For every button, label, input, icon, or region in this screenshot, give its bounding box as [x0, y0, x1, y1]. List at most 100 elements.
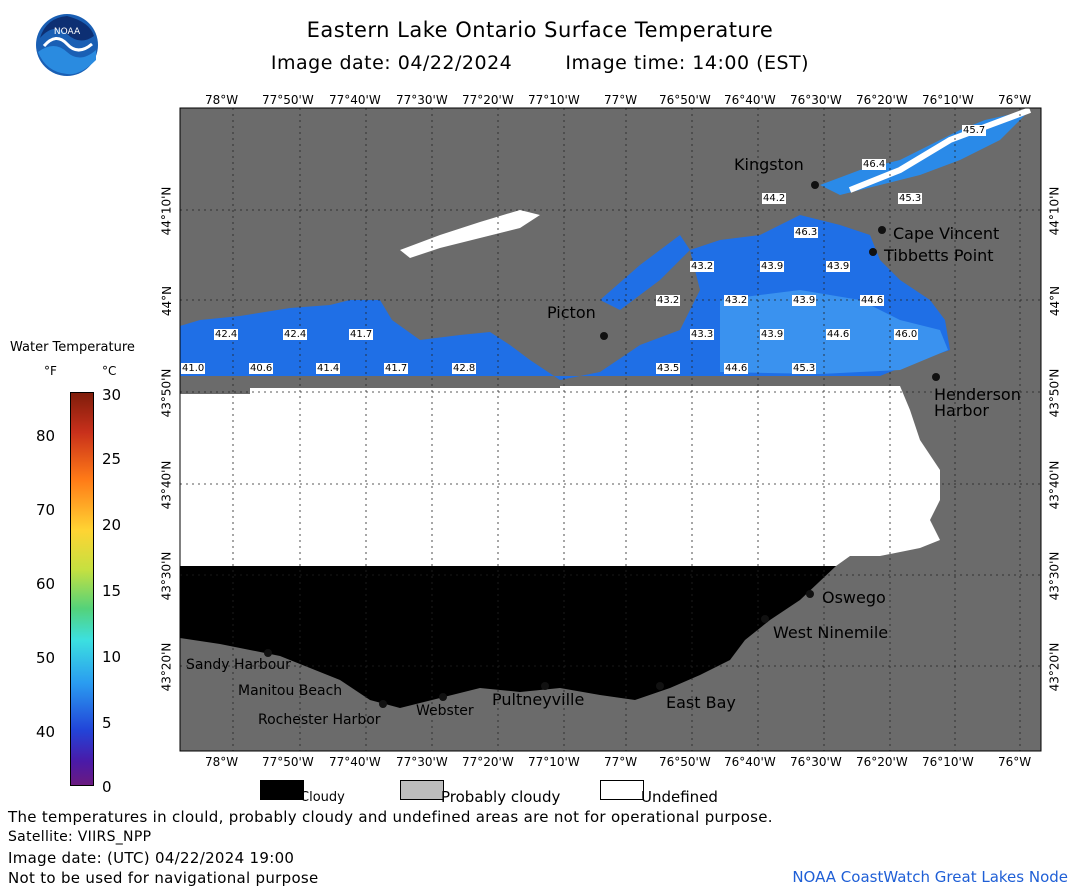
logo-text: NOAA	[54, 27, 81, 37]
cloudy-area	[180, 566, 836, 708]
map-frame	[179, 107, 1042, 752]
c-tick-20: 20	[102, 516, 122, 534]
place-label: Picton	[547, 303, 596, 322]
temp-label: 43.9	[792, 295, 817, 306]
lat-label-right: 43°30'N	[1047, 551, 1062, 601]
temp-label: 46.4	[862, 159, 887, 170]
unit-fahrenheit: °F	[44, 364, 57, 378]
lon-label-top: 77°40'W	[329, 93, 381, 107]
unit-celsius: °C	[102, 364, 117, 378]
place-label: Sandy Harbour	[186, 657, 291, 673]
f-tick-80: 80	[36, 427, 56, 445]
temperature-colorbar	[70, 392, 94, 786]
legend-probably-cloudy-label: Probably cloudy	[441, 788, 561, 806]
place-label: Rochester Harbor	[258, 712, 381, 728]
f-tick-70: 70	[36, 501, 56, 519]
lon-label-bottom: 76°10'W	[922, 755, 974, 769]
lat-label-right: 43°20'N	[1047, 642, 1062, 692]
c-tick-15: 15	[102, 582, 122, 600]
place-label: Webster	[416, 703, 474, 719]
lat-label-left: 44°10'N	[159, 186, 174, 236]
lon-label-top: 76°40'W	[724, 93, 776, 107]
temp-label: 44.6	[860, 295, 885, 306]
temp-label: 42.4	[214, 329, 239, 340]
noaa-logo: NOAA	[34, 12, 100, 78]
legend-probably-cloudy-swatch	[400, 780, 444, 800]
lat-label-left: 43°20'N	[159, 642, 174, 692]
lon-label-bottom: 77°20'W	[462, 755, 514, 769]
temp-label: 43.2	[656, 295, 681, 306]
place-label: Cape Vincent	[893, 224, 1000, 243]
lon-label-top: 77°W	[604, 93, 638, 107]
lon-label-top: 76°10'W	[922, 93, 974, 107]
legend-cloudy-label: Cloudy	[300, 790, 345, 805]
north-shore-cloud-edge	[400, 210, 540, 258]
f-tick-40: 40	[36, 723, 56, 741]
footer-utc-date: Image date: (UTC) 04/22/2024 19:00	[8, 849, 295, 867]
lon-label-top: 78°W	[205, 93, 239, 107]
lat-label-left: 43°50'N	[159, 368, 174, 418]
place-label: Manitou Beach	[238, 683, 343, 699]
lon-label-bottom: 77°W	[604, 755, 638, 769]
undefined-area	[180, 386, 940, 566]
lon-label-top: 77°30'W	[396, 93, 448, 107]
lat-label-left: 43°30'N	[159, 551, 174, 601]
temp-label: 46.3	[794, 227, 819, 238]
place-label: Pultneyville	[492, 690, 585, 709]
lon-label-bottom: 77°50'W	[262, 755, 314, 769]
temp-label: 43.9	[760, 329, 785, 340]
temp-label: 43.5	[656, 363, 681, 374]
credit-link[interactable]: NOAA CoastWatch Great Lakes Node	[792, 868, 1068, 886]
c-tick-30: 30	[102, 386, 122, 404]
c-tick-5: 5	[102, 714, 112, 732]
lat-label-right: 44°N	[1048, 285, 1063, 317]
temp-label: 41.4	[316, 363, 341, 374]
footer-satellite: Satellite: VIIRS_NPP	[8, 829, 152, 845]
temp-label: 42.4	[283, 329, 308, 340]
lon-label-bottom: 76°30'W	[790, 755, 842, 769]
place-label: West Ninemile	[773, 623, 889, 642]
temp-label: 45.3	[792, 363, 817, 374]
lon-label-bottom: 78°W	[205, 755, 239, 769]
place-label: Oswego	[822, 588, 886, 607]
footer-navigation-warning: Not to be used for navigational purpose	[8, 869, 319, 887]
lat-label-right: 43°50'N	[1047, 368, 1062, 418]
footer-disclaimer: The temperatures in clould, probably clo…	[8, 808, 773, 826]
lat-label-right: 43°40'N	[1047, 460, 1062, 510]
lon-label-bottom: 76°W	[998, 755, 1032, 769]
bay-of-quinte-water	[600, 235, 690, 310]
temp-label: 43.9	[760, 261, 785, 272]
place-label: Henderson Harbor	[934, 385, 1021, 420]
temp-label: 43.2	[724, 295, 749, 306]
lon-label-bottom: 76°40'W	[724, 755, 776, 769]
f-tick-50: 50	[36, 649, 56, 667]
temp-label: 44.2	[762, 193, 787, 204]
legend-undefined-label: Undefined	[641, 788, 718, 806]
temp-label: 45.7	[962, 125, 987, 136]
f-tick-60: 60	[36, 575, 56, 593]
lon-label-bottom: 77°30'W	[396, 755, 448, 769]
page-subtitle: Image date: 04/22/2024 Image time: 14:00…	[0, 52, 1080, 74]
temp-label: 46.0	[894, 329, 919, 340]
place-markers	[264, 181, 940, 708]
east-shore-edge	[848, 107, 1032, 193]
temp-label: 45.3	[898, 193, 923, 204]
temp-label: 44.6	[826, 329, 851, 340]
temp-label: 43.3	[690, 329, 715, 340]
legend-title: Water Temperature	[10, 340, 135, 355]
lon-label-bottom: 77°40'W	[329, 755, 381, 769]
place-label: East Bay	[666, 693, 736, 712]
lat-label-right: 44°10'N	[1047, 186, 1062, 236]
lon-label-top: 77°10'W	[528, 93, 580, 107]
place-label: Kingston	[734, 155, 804, 174]
lon-label-top: 76°20'W	[856, 93, 908, 107]
lon-label-top: 76°50'W	[659, 93, 711, 107]
temp-label: 40.6	[249, 363, 274, 374]
image-time: Image time: 14:00 (EST)	[565, 52, 810, 74]
temp-label: 44.6	[724, 363, 749, 374]
temp-label: 42.8	[452, 363, 477, 374]
lon-label-top: 76°W	[998, 93, 1032, 107]
temp-label: 41.7	[349, 329, 374, 340]
lon-label-bottom: 76°20'W	[856, 755, 908, 769]
lat-label-left: 43°40'N	[159, 460, 174, 510]
